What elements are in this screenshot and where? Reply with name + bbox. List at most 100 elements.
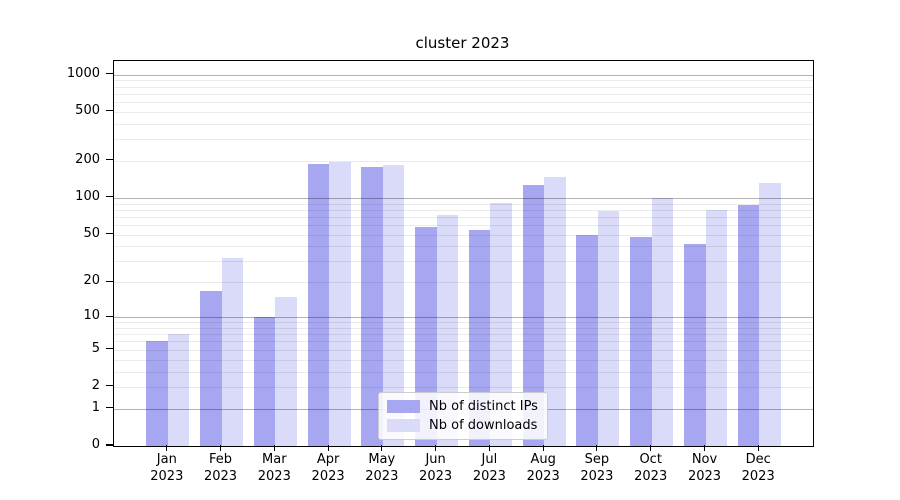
gridline-minor [114,341,813,343]
bar-distinct-ips [630,236,652,446]
x-tick-year: 2023 [419,468,453,484]
x-tick-mark [703,445,706,451]
y-tick-mark [106,196,113,198]
x-tick-month: Dec [745,452,771,467]
x-tick-month: Feb [208,452,233,467]
bar-distinct-ips [684,243,706,446]
x-tick-month: Sep [584,452,610,467]
plot-area: Nb of distinct IPs Nb of downloads [113,60,814,447]
bar-downloads [275,296,297,446]
x-tick-label: Feb 2023 [189,452,253,485]
y-tick-label: 2 [91,377,100,393]
x-tick-year: 2023 [257,468,291,484]
x-tick-month: Jul [481,452,498,467]
x-tick-year: 2023 [472,468,506,484]
y-tick-label: 20 [83,273,100,289]
y-tick-mark [106,233,113,235]
legend-swatch-downloads [387,419,420,432]
gridline-minor [114,160,813,162]
gridline-minor [114,246,813,248]
gridline-minor [114,359,813,361]
y-tick-mark [106,159,113,161]
x-tick-label: Sep 2023 [565,452,629,485]
x-tick-year: 2023 [526,468,560,484]
gridline-minor [114,327,813,329]
y-tick-mark [106,280,113,282]
bar-distinct-ips [468,229,491,446]
legend-item-downloads: Nb of downloads [387,418,538,433]
x-tick-month: Mar [262,452,287,467]
bar-distinct-ips [576,234,598,446]
y-tick-label: 10 [83,308,100,324]
gridline-minor [114,111,813,113]
x-tick-label: Oct 2023 [619,452,683,485]
y-tick-mark [106,315,113,317]
gridline-major [114,317,813,319]
gridline-minor [114,216,813,218]
bar-downloads [490,202,512,446]
x-tick-year: 2023 [203,468,238,484]
x-tick-year: 2023 [580,468,614,484]
x-tick-mark [327,445,329,451]
bar-distinct-ips [307,163,330,446]
bar-distinct-ips [200,290,222,446]
y-tick-label: 1000 [66,65,100,81]
y-tick-label: 500 [75,102,100,118]
bar-distinct-ips [361,167,383,446]
y-tick-label: 200 [75,151,100,167]
x-tick-mark [596,445,598,451]
x-tick-year: 2023 [741,468,775,484]
gridline-minor [114,371,813,373]
x-tick-mark [166,445,168,451]
bar-downloads [221,258,243,446]
gridline-minor [114,203,813,205]
y-tick-label: 5 [91,340,100,356]
x-tick-month: Oct [639,452,662,467]
bar-distinct-ips [522,184,545,446]
gridline-minor [114,80,813,82]
x-tick-month: Jun [425,452,446,467]
x-tick-year: 2023 [311,468,345,484]
gridline-minor [114,234,813,236]
x-tick-year: 2023 [687,468,722,484]
gridline-minor [114,123,813,125]
x-tick-label: Apr 2023 [296,452,360,485]
x-tick-month: Jan [156,452,177,467]
x-tick-mark [273,445,275,451]
x-tick-year: 2023 [365,468,399,484]
bar-downloads [329,161,351,446]
x-tick-label: Mar 2023 [242,452,306,485]
x-tick-mark [381,445,383,451]
y-tick-label: 100 [75,188,100,204]
gridline-minor [114,334,813,336]
bar-distinct-ips [146,341,168,446]
bar-distinct-ips [253,317,276,446]
gridline-minor [114,209,813,211]
x-tick-label: Jul 2023 [457,452,521,485]
x-tick-month: May [368,452,396,467]
x-tick-year: 2023 [150,468,184,484]
y-tick-label: 0 [91,437,100,452]
chart-title: cluster 2023 [415,34,510,52]
x-tick-label: May 2023 [350,452,414,485]
x-tick-mark [219,445,222,451]
x-tick-mark [542,445,544,451]
bar-downloads [436,214,459,446]
legend-label: Nb of downloads [429,418,538,433]
y-tick-mark [106,385,113,387]
bar-downloads [544,176,566,446]
x-tick-label: Aug 2023 [511,452,575,485]
y-tick-label: 50 [83,225,100,241]
x-tick-label: Nov 2023 [673,452,737,485]
bar-downloads [167,334,190,446]
gridline-minor [114,282,813,284]
gridline-minor [114,225,813,226]
x-tick-month: Nov [691,452,718,467]
y-tick-mark [106,407,113,409]
gridline-minor [114,322,813,324]
bar-downloads [705,209,727,446]
y-tick-mark [106,348,113,350]
gridline-minor [114,102,813,103]
x-tick-month: Apr [316,452,340,467]
